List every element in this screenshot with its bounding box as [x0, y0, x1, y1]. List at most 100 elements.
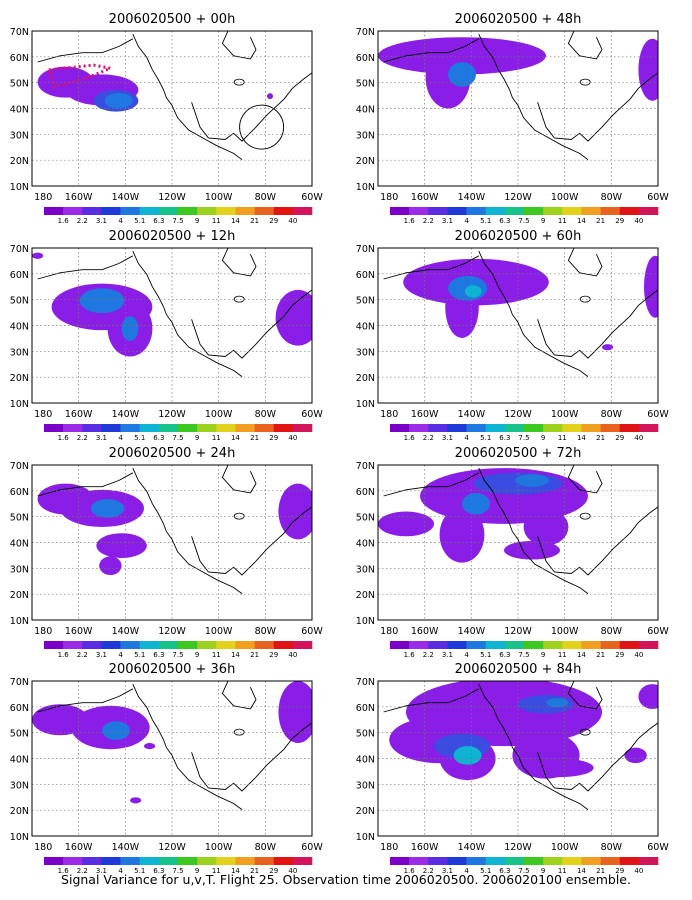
variance-contour: [378, 511, 434, 537]
variance-contour: [462, 492, 490, 515]
colorbar-segment: [638, 207, 659, 215]
colorbar-label: 5.1: [480, 434, 491, 442]
variance-contour: [102, 721, 130, 740]
colorbar-segment: [638, 857, 659, 865]
lon-label: 120W: [158, 192, 186, 203]
colorbar-segment: [409, 207, 429, 215]
lon-label: 160W: [411, 409, 439, 420]
colorbar-label: 14: [577, 651, 586, 659]
colorbar-label: 14: [231, 867, 240, 875]
lat-label: 10N: [10, 399, 29, 410]
lat-label: 10N: [356, 832, 375, 843]
variance-contour: [546, 698, 569, 708]
lon-label: 80W: [255, 192, 277, 203]
colorbar-segment: [235, 424, 255, 432]
colorbar-segment: [447, 424, 467, 432]
colorbar-label: 2.2: [423, 651, 434, 659]
coastline: [579, 78, 591, 86]
colorbar-segment: [543, 857, 563, 865]
lon-label: 80W: [255, 842, 277, 853]
lat-label: 70N: [10, 677, 29, 688]
lon-label: 140W: [112, 409, 140, 420]
colorbar-segment: [485, 207, 506, 215]
colorbar-label: 7.5: [172, 434, 183, 442]
colorbar-label: 1.6: [404, 217, 416, 225]
lat-label: 60N: [10, 270, 29, 281]
coastline: [579, 295, 591, 303]
colorbar-segment: [139, 424, 160, 432]
colorbar-label: 11: [212, 651, 221, 659]
colorbar-label: 3.1: [96, 217, 107, 225]
colorbar-segment: [82, 857, 102, 865]
lat-label: 70N: [356, 244, 375, 255]
colorbar-label: 40: [634, 867, 643, 875]
colorbar-label: 40: [288, 434, 297, 442]
coastline: [478, 250, 589, 377]
colorbar-label: 1.6: [404, 867, 416, 875]
lon-label: 140W: [458, 626, 486, 637]
lon-label: 140W: [112, 626, 140, 637]
colorbar-segment: [504, 207, 525, 215]
colorbar-segment: [581, 641, 601, 649]
lon-label: 100W: [551, 192, 579, 203]
colorbar-label: 29: [269, 434, 278, 442]
lon-label: 180: [34, 409, 52, 420]
colorbar-label: 14: [577, 434, 586, 442]
panel-title: 2006020500 + 36h: [109, 662, 236, 677]
colorbar-segment: [158, 207, 179, 215]
lat-label: 70N: [356, 461, 375, 472]
colorbar-segment: [235, 857, 255, 865]
verification-circle: [239, 104, 285, 150]
colorbar-label: 2.2: [77, 651, 88, 659]
colorbar-label: 9: [195, 867, 199, 875]
colorbar-segment: [120, 857, 141, 865]
colorbar-label: 21: [596, 434, 605, 442]
colorbar-segment: [581, 857, 601, 865]
coastline: [233, 295, 245, 303]
lat-label: 50N: [10, 296, 29, 307]
colorbar-label: 1.6: [58, 651, 70, 659]
lat-label: 40N: [356, 755, 375, 766]
coastline: [567, 465, 603, 494]
variance-contour: [275, 289, 312, 346]
lon-label: 180: [34, 626, 52, 637]
colorbar-segment: [562, 424, 582, 432]
coastline: [478, 683, 589, 810]
colorbar-segment: [581, 424, 601, 432]
colorbar-segment: [292, 207, 313, 215]
colorbar-label: 7.5: [172, 867, 183, 875]
colorbar-segment: [101, 207, 121, 215]
colorbar-label: 29: [269, 867, 278, 875]
lat-label: 50N: [10, 513, 29, 524]
lat-label: 10N: [10, 616, 29, 627]
colorbar-label: 6.3: [499, 867, 510, 875]
variance-field: [383, 681, 658, 810]
map-panel: 2006020500 + 24h 70N 60N 50N 40N 30N 20N 10N 180…: [10, 446, 324, 659]
colorbar-label: 1.6: [58, 434, 70, 442]
coastline: [233, 728, 245, 736]
colorbar-segment: [273, 424, 294, 432]
colorbar-label: 3.1: [442, 867, 453, 875]
colorbar-label: 9: [541, 434, 545, 442]
lon-label: 120W: [158, 842, 186, 853]
lat-label: 50N: [356, 79, 375, 90]
map-frame: [377, 30, 659, 187]
map-panel: 2006020500 + 00h 70N 60N 50N 40N 30N 20N 10N 180…: [10, 12, 324, 225]
colorbar-segment: [273, 857, 294, 865]
colorbar-segment: [409, 857, 429, 865]
colorbar-label: 9: [541, 217, 545, 225]
colorbar-label: 2.2: [423, 434, 434, 442]
colorbar-segment: [390, 424, 410, 432]
colorbar-label: 3.1: [96, 867, 107, 875]
colorbar-segment: [390, 641, 410, 649]
lat-label: 10N: [10, 832, 29, 843]
lat-label: 60N: [356, 487, 375, 498]
variance-contour: [638, 38, 658, 101]
colorbar-segment: [619, 207, 640, 215]
lat-label: 10N: [356, 616, 375, 627]
map-frame: [31, 247, 313, 404]
colorbar-segment: [158, 424, 179, 432]
lon-label: 60W: [647, 409, 669, 420]
lat-label: 30N: [10, 564, 29, 575]
lon-label: 160W: [65, 626, 93, 637]
